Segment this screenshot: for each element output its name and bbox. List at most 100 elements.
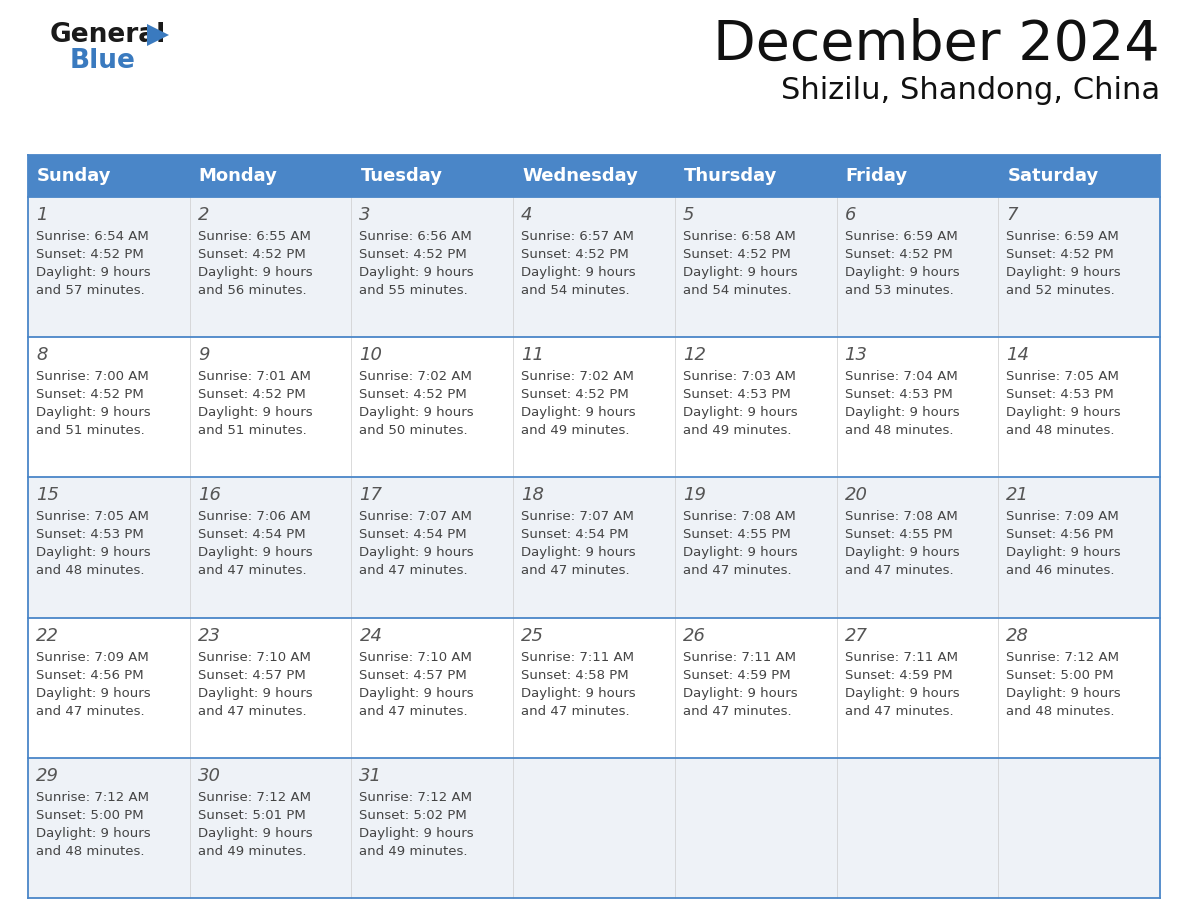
Text: Sunrise: 7:03 AM: Sunrise: 7:03 AM — [683, 370, 796, 383]
Text: Sunset: 4:52 PM: Sunset: 4:52 PM — [197, 388, 305, 401]
Text: Sunset: 4:56 PM: Sunset: 4:56 PM — [36, 668, 144, 681]
Text: Sunset: 4:59 PM: Sunset: 4:59 PM — [683, 668, 790, 681]
Text: Sunday: Sunday — [37, 167, 112, 185]
Text: Sunset: 5:01 PM: Sunset: 5:01 PM — [197, 809, 305, 822]
Text: General: General — [50, 22, 166, 48]
Text: and 49 minutes.: and 49 minutes. — [197, 845, 307, 857]
Text: Sunset: 4:55 PM: Sunset: 4:55 PM — [845, 529, 953, 542]
Text: 4: 4 — [522, 206, 532, 224]
Text: and 48 minutes.: and 48 minutes. — [1006, 705, 1114, 718]
Text: Sunset: 4:52 PM: Sunset: 4:52 PM — [522, 388, 628, 401]
Text: 10: 10 — [360, 346, 383, 364]
Bar — [29, 155, 190, 197]
Text: and 47 minutes.: and 47 minutes. — [36, 705, 145, 718]
Text: Sunset: 4:58 PM: Sunset: 4:58 PM — [522, 668, 628, 681]
Text: and 48 minutes.: and 48 minutes. — [1006, 424, 1114, 437]
Text: 14: 14 — [1006, 346, 1029, 364]
Text: Sunrise: 7:12 AM: Sunrise: 7:12 AM — [36, 790, 148, 804]
Text: and 56 minutes.: and 56 minutes. — [197, 284, 307, 297]
Text: Sunset: 4:57 PM: Sunset: 4:57 PM — [197, 668, 305, 681]
Text: Blue: Blue — [70, 48, 135, 74]
Text: Sunrise: 6:56 AM: Sunrise: 6:56 AM — [360, 230, 472, 243]
Text: Daylight: 9 hours: Daylight: 9 hours — [36, 546, 151, 559]
Text: Sunset: 4:52 PM: Sunset: 4:52 PM — [360, 388, 467, 401]
Text: and 47 minutes.: and 47 minutes. — [522, 705, 630, 718]
Text: Sunrise: 7:02 AM: Sunrise: 7:02 AM — [360, 370, 473, 383]
Text: Daylight: 9 hours: Daylight: 9 hours — [360, 827, 474, 840]
Text: Daylight: 9 hours: Daylight: 9 hours — [360, 687, 474, 700]
Bar — [352, 155, 513, 197]
Text: and 48 minutes.: and 48 minutes. — [845, 424, 953, 437]
Text: Sunset: 4:54 PM: Sunset: 4:54 PM — [522, 529, 628, 542]
Text: 5: 5 — [683, 206, 694, 224]
Text: 18: 18 — [522, 487, 544, 504]
Text: Daylight: 9 hours: Daylight: 9 hours — [522, 546, 636, 559]
Text: Daylight: 9 hours: Daylight: 9 hours — [845, 687, 959, 700]
Text: 12: 12 — [683, 346, 706, 364]
Text: Sunrise: 7:11 AM: Sunrise: 7:11 AM — [683, 651, 796, 664]
Text: and 48 minutes.: and 48 minutes. — [36, 565, 145, 577]
Text: Sunrise: 7:11 AM: Sunrise: 7:11 AM — [522, 651, 634, 664]
Bar — [836, 155, 998, 197]
Text: 29: 29 — [36, 767, 59, 785]
Text: and 52 minutes.: and 52 minutes. — [1006, 284, 1116, 297]
Text: Daylight: 9 hours: Daylight: 9 hours — [197, 406, 312, 420]
Text: Daylight: 9 hours: Daylight: 9 hours — [683, 546, 797, 559]
Text: 1: 1 — [36, 206, 48, 224]
Text: Daylight: 9 hours: Daylight: 9 hours — [522, 406, 636, 420]
Text: Sunset: 4:53 PM: Sunset: 4:53 PM — [683, 388, 790, 401]
Text: Thursday: Thursday — [684, 167, 777, 185]
Text: and 47 minutes.: and 47 minutes. — [845, 705, 953, 718]
Text: Sunrise: 7:09 AM: Sunrise: 7:09 AM — [1006, 510, 1119, 523]
Text: Daylight: 9 hours: Daylight: 9 hours — [1006, 266, 1121, 279]
Text: and 53 minutes.: and 53 minutes. — [845, 284, 953, 297]
Text: 26: 26 — [683, 627, 706, 644]
Text: and 47 minutes.: and 47 minutes. — [683, 705, 791, 718]
Text: Sunrise: 7:07 AM: Sunrise: 7:07 AM — [522, 510, 634, 523]
Bar — [29, 337, 1159, 477]
Text: Wednesday: Wednesday — [523, 167, 638, 185]
Text: Sunrise: 6:58 AM: Sunrise: 6:58 AM — [683, 230, 796, 243]
Text: Daylight: 9 hours: Daylight: 9 hours — [360, 546, 474, 559]
Text: Sunset: 4:52 PM: Sunset: 4:52 PM — [197, 248, 305, 261]
Text: Daylight: 9 hours: Daylight: 9 hours — [845, 406, 959, 420]
Text: Sunset: 4:52 PM: Sunset: 4:52 PM — [360, 248, 467, 261]
Text: Daylight: 9 hours: Daylight: 9 hours — [36, 827, 151, 840]
Text: Saturday: Saturday — [1007, 167, 1099, 185]
Text: 19: 19 — [683, 487, 706, 504]
Text: Daylight: 9 hours: Daylight: 9 hours — [845, 266, 959, 279]
Text: Sunset: 4:57 PM: Sunset: 4:57 PM — [360, 668, 467, 681]
Text: Daylight: 9 hours: Daylight: 9 hours — [197, 687, 312, 700]
Text: Daylight: 9 hours: Daylight: 9 hours — [683, 406, 797, 420]
Text: Sunrise: 7:09 AM: Sunrise: 7:09 AM — [36, 651, 148, 664]
Text: Sunset: 4:54 PM: Sunset: 4:54 PM — [360, 529, 467, 542]
Text: and 54 minutes.: and 54 minutes. — [522, 284, 630, 297]
Text: Daylight: 9 hours: Daylight: 9 hours — [360, 406, 474, 420]
Text: 27: 27 — [845, 627, 867, 644]
Text: Daylight: 9 hours: Daylight: 9 hours — [36, 687, 151, 700]
Text: Daylight: 9 hours: Daylight: 9 hours — [36, 406, 151, 420]
Text: Daylight: 9 hours: Daylight: 9 hours — [522, 266, 636, 279]
Text: Sunrise: 7:12 AM: Sunrise: 7:12 AM — [360, 790, 473, 804]
Text: and 48 minutes.: and 48 minutes. — [36, 845, 145, 857]
Text: Sunset: 4:53 PM: Sunset: 4:53 PM — [36, 529, 144, 542]
Text: Sunrise: 7:11 AM: Sunrise: 7:11 AM — [845, 651, 958, 664]
Text: 20: 20 — [845, 487, 867, 504]
Text: Sunrise: 7:08 AM: Sunrise: 7:08 AM — [845, 510, 958, 523]
Text: Sunrise: 7:10 AM: Sunrise: 7:10 AM — [360, 651, 473, 664]
Text: 28: 28 — [1006, 627, 1029, 644]
Text: Sunrise: 6:55 AM: Sunrise: 6:55 AM — [197, 230, 310, 243]
Text: and 47 minutes.: and 47 minutes. — [845, 565, 953, 577]
Text: 30: 30 — [197, 767, 221, 785]
Text: and 49 minutes.: and 49 minutes. — [522, 424, 630, 437]
Text: Sunrise: 7:08 AM: Sunrise: 7:08 AM — [683, 510, 796, 523]
Bar — [675, 155, 836, 197]
Text: 31: 31 — [360, 767, 383, 785]
Text: and 47 minutes.: and 47 minutes. — [197, 705, 307, 718]
Text: Sunrise: 7:05 AM: Sunrise: 7:05 AM — [36, 510, 148, 523]
Text: and 55 minutes.: and 55 minutes. — [360, 284, 468, 297]
Text: 7: 7 — [1006, 206, 1018, 224]
Text: Sunset: 4:53 PM: Sunset: 4:53 PM — [1006, 388, 1114, 401]
Text: Sunset: 4:54 PM: Sunset: 4:54 PM — [197, 529, 305, 542]
Text: 3: 3 — [360, 206, 371, 224]
